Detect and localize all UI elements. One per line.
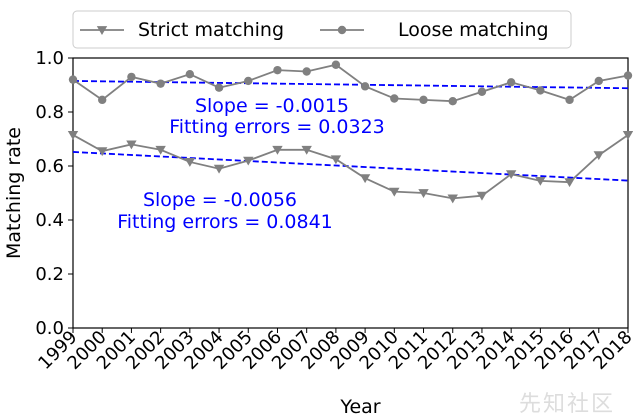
data-point [127,72,136,82]
data-point [418,189,429,198]
watermark: 先知社区 [518,392,615,417]
data-point [155,145,166,155]
data-point [535,176,546,186]
plot-frame [72,57,629,329]
series-group [67,60,633,204]
data-point [593,151,604,161]
y-tick-label: 1.0 [35,48,64,69]
y-tick-label: 0.6 [35,156,64,177]
data-point [302,67,311,76]
annotation-fitting-error: Fitting errors = 0.0323 [169,116,385,138]
data-point [389,187,400,197]
data-point [564,178,575,188]
data-point [185,70,195,79]
annotation-slope: Slope = -0.0015 [195,95,349,117]
data-point [448,97,457,106]
data-point [68,75,78,84]
y-axis-label: Matching rate [3,127,25,259]
data-point [156,79,165,88]
data-point [243,156,254,166]
y-tick-label: 0.2 [35,264,64,285]
y-tick-label: 0.0 [35,318,64,339]
data-point [447,194,458,204]
legend-label: Strict matching [138,19,284,41]
data-point [126,140,137,150]
data-point [505,170,517,180]
data-point [98,95,107,105]
data-point [565,95,574,105]
series-line [72,63,629,103]
data-point [272,145,283,155]
data-point [273,65,282,75]
data-point [184,158,196,167]
data-point [214,83,224,92]
data-point [330,155,342,165]
data-point [477,87,487,96]
fit-line [72,151,629,182]
legend: Strict matching Loose matching [72,10,572,49]
data-point [301,145,312,155]
data-point [213,164,225,174]
y-tick-label: 0.4 [35,210,64,231]
data-point [331,60,341,69]
data-point [506,78,516,87]
legend-label: Loose matching [398,19,549,41]
x-axis-label: Year [339,396,380,418]
series-line [72,134,629,200]
legend-marker [96,26,108,35]
data-point [97,147,108,157]
data-point [623,71,633,80]
data-point [476,191,488,201]
data-point [360,82,370,91]
annotation-fitting-error: Fitting errors = 0.0841 [117,211,333,233]
data-point [536,86,545,95]
legend-marker [337,25,347,35]
data-point [67,131,79,140]
data-point [359,174,371,184]
y-tick-label: 0.8 [35,102,64,123]
data-point [390,94,399,103]
annotation-slope: Slope = -0.0056 [143,189,297,211]
data-point [622,131,633,140]
data-point [594,76,603,86]
data-point [419,95,428,105]
data-point [244,76,253,86]
